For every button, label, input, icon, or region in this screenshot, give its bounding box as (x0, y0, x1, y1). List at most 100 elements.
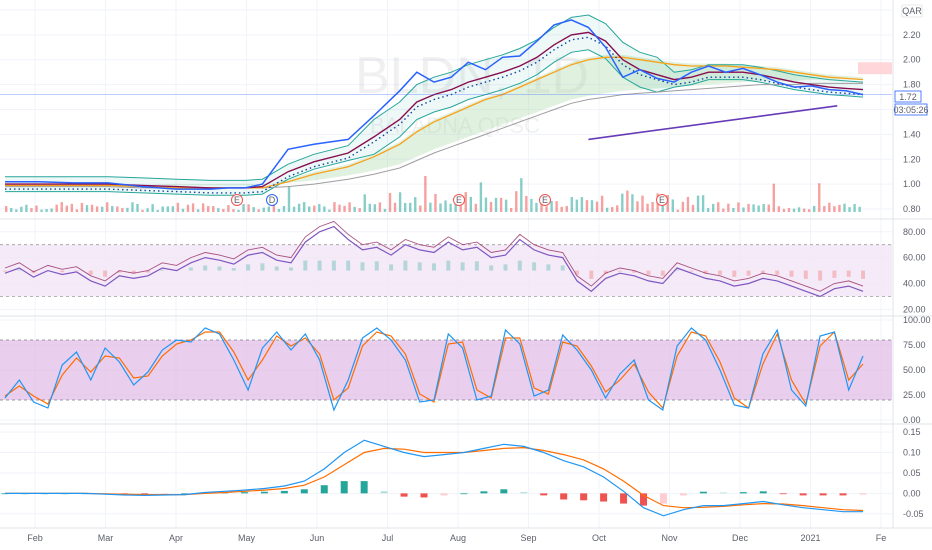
volume-bar (611, 207, 614, 212)
volume-bar (676, 209, 680, 212)
volume-bar (853, 203, 856, 212)
macd-pane[interactable] (1, 439, 867, 517)
volume-bar (520, 178, 523, 212)
volume-bar (590, 200, 594, 212)
earnings-marker-circle (453, 194, 465, 206)
volume-bar (232, 209, 235, 212)
rsi-hist-bar (646, 270, 651, 275)
volume-bar (196, 209, 200, 212)
time-axis[interactable]: Feb Mar Apr May Jun Jul Aug Sep Oct Nov Dec 2021 Fe (27, 533, 886, 543)
stoch-pane[interactable] (0, 327, 892, 412)
stoch-d-line (4, 330, 864, 410)
macd-line (5, 439, 863, 517)
volume-bar (90, 204, 94, 212)
macd-hist-bar (799, 493, 807, 496)
rsi-hist-bar (131, 270, 136, 274)
volume-bar (116, 206, 119, 212)
last-price: 1.72 (899, 92, 917, 102)
rsi-hist-bar (689, 270, 694, 272)
volume-bar (510, 207, 513, 212)
svg-text:QAR: QAR (902, 6, 922, 16)
earnings-marker-label: E (542, 195, 548, 205)
volume-bar (797, 207, 801, 212)
earnings-marker-circle (231, 194, 243, 206)
volume-bar (489, 201, 493, 212)
volume-bar (328, 209, 331, 212)
volume-bar (252, 207, 255, 212)
volume-bar (318, 203, 321, 212)
price-tick-label: 1.20 (903, 154, 921, 164)
volume-bar (333, 202, 336, 212)
stoch-tick-label: 0.00 (903, 415, 921, 425)
time-tick-label: Aug (450, 533, 466, 543)
macd-hist-bar (360, 481, 368, 494)
volume-bar (479, 182, 483, 212)
volume-bar (257, 209, 260, 212)
volume-bar (757, 205, 760, 212)
volume-bar (838, 204, 841, 212)
rsi-hist-bar (74, 270, 79, 272)
rsi-hist-bar (517, 260, 522, 271)
volume-bar (681, 201, 685, 212)
volume-bar (585, 200, 589, 212)
volume-bar (40, 209, 43, 212)
rsi-hist-bar (660, 270, 665, 276)
volume-bar (217, 208, 220, 212)
volume-bar (100, 206, 104, 212)
rsi-hist-bar (832, 270, 837, 278)
volume-bar (378, 202, 382, 212)
macd-tick-label: 0.15 (903, 427, 921, 437)
rsi-hist-bar (217, 266, 222, 271)
time-tick-label: Dec (732, 533, 749, 543)
rsi-hist-bar (675, 269, 680, 271)
macd-hist-bar (161, 493, 169, 495)
rsi-hist-bar (274, 266, 279, 271)
volume-bar (121, 208, 124, 212)
volume-bar (429, 202, 432, 212)
rsi-hist-bar (446, 260, 451, 271)
price-tick-label: 2.20 (903, 30, 921, 40)
volume-bar (398, 192, 402, 212)
earnings-marker: D (266, 194, 278, 206)
volume-bar (525, 196, 528, 212)
rsi-pane[interactable] (0, 220, 892, 298)
macd-hist-bar (480, 491, 488, 494)
psar-dots (5, 36, 864, 194)
volume-bar (545, 206, 548, 212)
volume-bar (75, 209, 79, 212)
volume-bar (732, 208, 735, 212)
volume-bar (70, 203, 74, 212)
trend-line (588, 105, 838, 141)
macd-hist-bar (620, 493, 628, 504)
macd-tick-label: 0.05 (903, 468, 921, 478)
macd-hist-bar (300, 489, 308, 494)
price-axis[interactable]: 2.402.202.001.801.601.401.201.000.8080.0… (903, 5, 931, 519)
volume-bar (802, 208, 806, 212)
macd-tick-label: -0.05 (903, 509, 924, 519)
rsi-hist-bar (846, 270, 851, 277)
volume-bar (292, 206, 296, 212)
volume-bar (782, 208, 786, 212)
volume-bar (565, 205, 568, 212)
volume-bar (237, 209, 240, 212)
volume-bar (393, 202, 397, 212)
volume-bar (494, 197, 498, 212)
volume-bar (535, 202, 538, 212)
time-tick-label: May (238, 533, 256, 543)
rsi-hist-bar (861, 270, 865, 279)
stoch-k-line (4, 327, 864, 412)
macd-tick-label: 0.00 (903, 488, 921, 498)
volume-bar (323, 206, 326, 212)
volume-bar (646, 203, 649, 212)
volume-bar (146, 208, 149, 212)
volume-bar (641, 195, 644, 212)
macd-hist-bar (859, 493, 867, 495)
earnings-marker-label: E (234, 195, 240, 205)
volume-bar (504, 199, 508, 212)
rsi-hist-bar (346, 260, 351, 271)
rsi-hist-bar (775, 270, 780, 275)
time-tick-label: Mar (98, 533, 114, 543)
volume-bar (80, 202, 84, 212)
bollinger-upper (5, 14, 864, 181)
